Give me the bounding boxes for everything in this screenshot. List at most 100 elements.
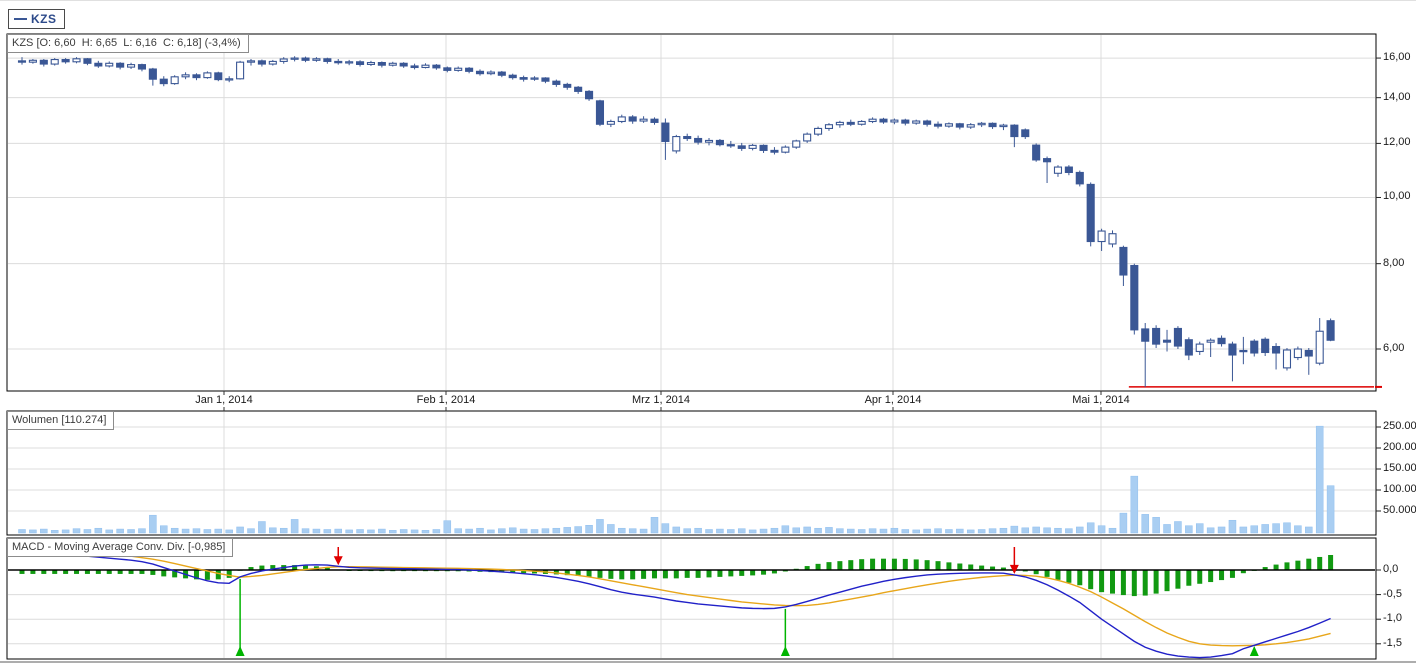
candle-body bbox=[628, 116, 637, 122]
macd-histogram-bar bbox=[1175, 570, 1181, 589]
candle-body bbox=[1326, 320, 1335, 341]
price-axis-label: 16,00 bbox=[1383, 51, 1411, 64]
candle-body bbox=[236, 61, 245, 80]
macd-histogram-bar bbox=[303, 565, 309, 570]
macd-histogram-bar bbox=[935, 561, 941, 570]
macd-histogram-bar bbox=[1000, 567, 1006, 570]
volume-bar bbox=[432, 529, 441, 534]
volume-bar bbox=[792, 527, 801, 534]
volume-bar bbox=[999, 527, 1008, 534]
macd-histogram-bar bbox=[553, 570, 559, 575]
candle-body bbox=[1053, 166, 1063, 174]
candle-body bbox=[748, 144, 757, 149]
volume-bar bbox=[901, 529, 910, 534]
candle-body bbox=[1162, 339, 1172, 343]
price-axis-label: 10,00 bbox=[1383, 190, 1411, 203]
symbol-legend-chip[interactable]: KZS bbox=[8, 9, 65, 29]
macd-histogram-bar bbox=[946, 562, 952, 570]
buy-arrow-icon bbox=[1249, 646, 1259, 656]
candle-body bbox=[715, 139, 724, 146]
macd-histogram-bar bbox=[859, 559, 865, 570]
volume-bar bbox=[1130, 475, 1139, 534]
price-axis-label: 6,00 bbox=[1383, 342, 1405, 354]
volume-bar bbox=[399, 529, 408, 534]
candle-body bbox=[944, 123, 953, 127]
macd-histogram-bar bbox=[1077, 570, 1083, 586]
volume-bar bbox=[290, 519, 299, 534]
candle-body bbox=[988, 122, 997, 128]
volume-bar bbox=[661, 523, 670, 534]
volume-bar bbox=[825, 527, 833, 534]
volume-panel-title: Wolumen [110.274] bbox=[7, 411, 115, 430]
volume-bar bbox=[61, 529, 70, 534]
candle-body bbox=[1206, 339, 1215, 343]
candle-body bbox=[203, 72, 212, 79]
macd-histogram-bar bbox=[826, 562, 832, 570]
candle-body bbox=[759, 144, 768, 151]
macd-line bbox=[21, 549, 1331, 659]
candle-body bbox=[770, 149, 779, 153]
candle-body bbox=[737, 145, 746, 149]
candle-body bbox=[83, 58, 92, 64]
candle-body bbox=[475, 70, 485, 75]
candle-body bbox=[1304, 349, 1313, 357]
macd-histogram-bar bbox=[52, 570, 58, 574]
macd-histogram-bar bbox=[1110, 570, 1115, 594]
volume-bar bbox=[18, 529, 26, 534]
volume-bar bbox=[890, 527, 899, 534]
candle-body bbox=[1010, 124, 1019, 138]
volume-bar bbox=[1065, 528, 1073, 534]
date-axis-label: Mrz 1, 2014 bbox=[631, 394, 691, 406]
candle-body bbox=[650, 118, 659, 123]
macd-histogram-bar bbox=[1186, 570, 1192, 586]
macd-histogram-bar bbox=[728, 570, 734, 577]
volume-bar bbox=[312, 528, 321, 534]
macd-histogram-bar bbox=[1240, 570, 1246, 574]
candle-body bbox=[639, 118, 648, 122]
volume-bar bbox=[988, 528, 997, 534]
volume-bar bbox=[225, 529, 233, 534]
macd-histogram-bar bbox=[1120, 570, 1126, 596]
candle-body bbox=[574, 86, 583, 92]
macd-histogram-bar bbox=[84, 570, 90, 574]
volume-bar bbox=[269, 527, 277, 534]
candle-body bbox=[214, 72, 223, 81]
volume-bar bbox=[618, 527, 626, 534]
candle-body bbox=[563, 83, 572, 88]
candle-body bbox=[334, 60, 343, 64]
volume-bar bbox=[836, 528, 844, 534]
candle-body bbox=[617, 116, 626, 123]
candle-body bbox=[443, 67, 452, 71]
candle-body bbox=[1075, 171, 1084, 185]
candle-body bbox=[530, 77, 539, 80]
candle-body bbox=[1239, 349, 1248, 353]
candle-body bbox=[508, 74, 517, 79]
candle-body bbox=[345, 61, 354, 64]
macd-histogram-bar bbox=[1131, 570, 1137, 597]
volume-bar bbox=[236, 526, 244, 534]
volume-bar bbox=[814, 527, 822, 534]
candle-body bbox=[868, 118, 877, 123]
volume-bar bbox=[1097, 525, 1106, 534]
volume-bar bbox=[574, 526, 582, 534]
candle-body bbox=[148, 68, 157, 80]
macd-histogram-bar bbox=[215, 570, 221, 580]
volume-axis-label: 200.000 bbox=[1383, 441, 1416, 453]
macd-histogram-bar bbox=[204, 570, 210, 580]
candle-body bbox=[268, 60, 277, 65]
macd-histogram-bar bbox=[499, 570, 505, 573]
volume-bar bbox=[105, 529, 113, 534]
macd-histogram-bar bbox=[990, 566, 996, 570]
volume-bar bbox=[650, 517, 659, 534]
candle-body bbox=[1119, 246, 1128, 276]
candle-body bbox=[159, 78, 168, 85]
macd-histogram-bar bbox=[804, 566, 810, 570]
volume-bar bbox=[301, 528, 310, 534]
macd-histogram-bar bbox=[880, 558, 886, 570]
price-axis-label: 14,00 bbox=[1383, 90, 1411, 103]
candle-body bbox=[410, 65, 419, 69]
candle-body bbox=[726, 144, 735, 147]
candle-body bbox=[377, 61, 386, 66]
